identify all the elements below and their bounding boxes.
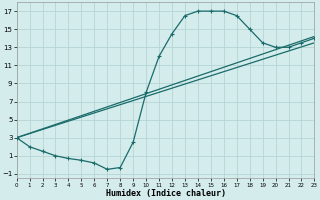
X-axis label: Humidex (Indice chaleur): Humidex (Indice chaleur) xyxy=(106,189,226,198)
